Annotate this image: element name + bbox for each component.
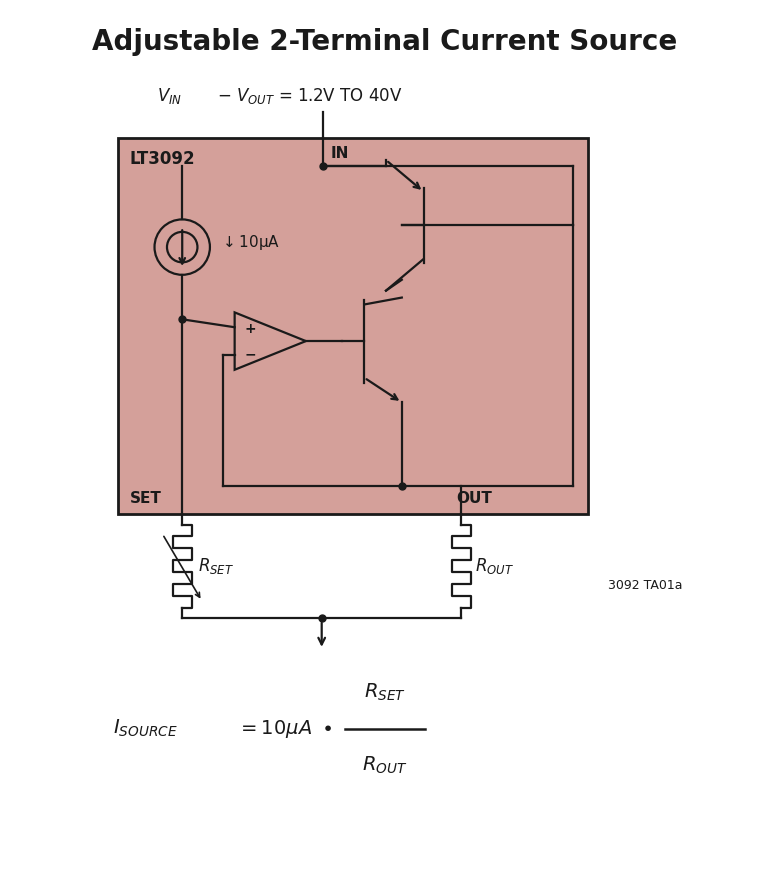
Text: $R_{OUT}$: $R_{OUT}$ xyxy=(475,555,514,576)
Text: LT3092: LT3092 xyxy=(130,150,196,168)
Bar xyxy=(118,138,588,514)
Text: −: − xyxy=(245,347,256,361)
Text: 3092 TA01a: 3092 TA01a xyxy=(608,579,682,592)
Text: $\downarrow$10μA: $\downarrow$10μA xyxy=(219,232,280,252)
Text: $-$ $V_{OUT}$ = 1.2V TO 40V: $-$ $V_{OUT}$ = 1.2V TO 40V xyxy=(217,85,403,106)
Text: +: + xyxy=(245,322,256,336)
Text: $R_{SET}$: $R_{SET}$ xyxy=(364,682,406,703)
Text: $V_{IN}$: $V_{IN}$ xyxy=(158,85,182,106)
Text: SET: SET xyxy=(130,491,162,506)
Text: Adjustable 2-Terminal Current Source: Adjustable 2-Terminal Current Source xyxy=(92,28,678,56)
Text: $R_{SET}$: $R_{SET}$ xyxy=(198,555,234,576)
Text: $= 10\mu A\ \bullet$: $= 10\mu A\ \bullet$ xyxy=(236,718,332,740)
Text: IN: IN xyxy=(330,146,349,161)
Text: $I_{SOURCE}$: $I_{SOURCE}$ xyxy=(113,718,178,739)
Text: OUT: OUT xyxy=(456,491,492,506)
Text: $R_{OUT}$: $R_{OUT}$ xyxy=(362,754,408,776)
